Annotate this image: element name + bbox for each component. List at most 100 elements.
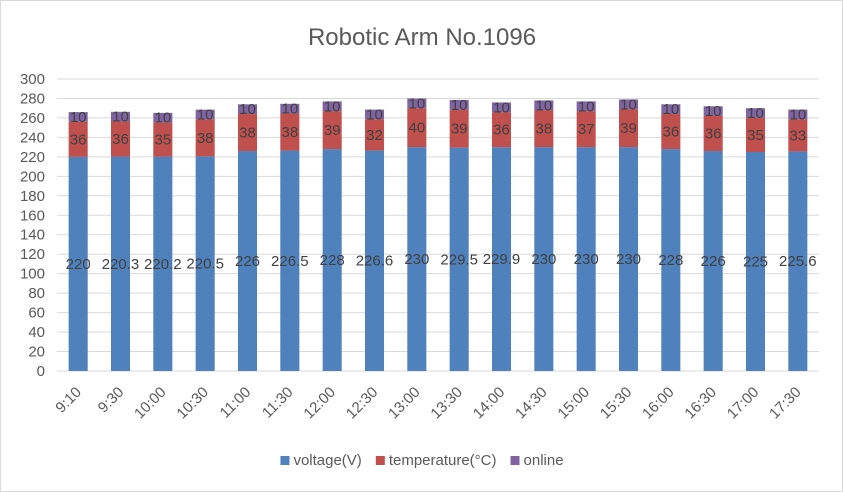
bar-stack: 230 40 10	[404, 95, 429, 371]
bar-stack: 229.5 39 10	[440, 97, 478, 371]
data-label: 36	[705, 126, 722, 143]
bar-segment	[576, 111, 596, 148]
y-tick-label: 220	[20, 149, 45, 166]
data-label: 220	[66, 256, 91, 273]
bar-segment	[322, 111, 342, 150]
legend-swatch	[280, 456, 290, 465]
bar-segment	[449, 147, 469, 371]
bar-segment	[661, 104, 681, 115]
data-label: 38	[197, 130, 214, 147]
data-label: 220.3	[102, 256, 140, 273]
bar-segment	[407, 108, 427, 148]
data-label: 226.6	[356, 253, 394, 270]
bar-stack: 230 37 10	[574, 98, 599, 371]
bar-segment	[110, 121, 131, 157]
x-tick-label: 9:30	[95, 384, 128, 417]
bar-segment	[237, 114, 258, 152]
legend-item: online	[510, 452, 564, 469]
data-label: 10	[662, 101, 679, 118]
x-tick-label: 13:30	[427, 384, 466, 423]
data-label: 39	[620, 120, 637, 137]
data-label: 36	[70, 131, 87, 148]
bar-segment	[407, 147, 427, 371]
bar-segment	[661, 149, 681, 371]
bars: 220 36 10 220.3 36 10 220.2 35 10 220.5 38 10 226 38 1…	[66, 95, 817, 371]
bar-stack: 220 36 10	[66, 109, 91, 371]
data-label: 36	[112, 131, 129, 148]
bar-segment	[534, 147, 554, 371]
data-label: 10	[493, 99, 510, 116]
data-label: 228	[658, 252, 683, 269]
data-label: 230	[616, 251, 641, 268]
data-label: 10	[789, 106, 806, 123]
legend-swatch	[375, 456, 385, 465]
bar-segment	[280, 150, 300, 371]
x-tick-label: 16:00	[639, 384, 678, 423]
data-label: 38	[535, 121, 552, 138]
data-label: 10	[747, 105, 764, 122]
bar-segment	[745, 117, 766, 152]
y-tick-label: 280	[20, 90, 45, 107]
bar-segment	[68, 112, 88, 122]
x-tick-label: 10:00	[131, 384, 170, 423]
y-tick-label: 300	[20, 71, 45, 88]
bar-segment	[788, 119, 808, 152]
x-tick-label: 14:00	[470, 384, 509, 423]
bar-stack: 230 39 10	[616, 96, 641, 371]
x-tick-label: 17:30	[766, 384, 805, 423]
y-tick-label: 100	[20, 266, 45, 283]
data-label: 33	[789, 127, 806, 144]
bar-segment	[237, 104, 258, 115]
bar-segment	[703, 115, 723, 152]
bar-segment	[407, 98, 427, 109]
data-label: 10	[578, 98, 595, 115]
data-label: 37	[578, 121, 595, 138]
x-tick-label: 12:00	[300, 384, 339, 423]
data-label: 36	[493, 122, 510, 139]
data-label: 35	[747, 127, 764, 144]
bar-segment	[364, 109, 385, 120]
data-label: 10	[197, 107, 214, 124]
x-tick-label: 11:00	[217, 384, 255, 422]
data-label: 230	[404, 251, 429, 268]
bar-segment	[280, 103, 300, 114]
bar-segment	[703, 151, 723, 371]
bar-segment	[322, 101, 342, 112]
y-tick-label: 40	[28, 324, 45, 341]
y-tick-label: 260	[20, 110, 45, 127]
bar-segment	[491, 112, 512, 148]
data-label: 10	[281, 101, 298, 118]
data-label: 220.2	[144, 256, 182, 273]
x-tick-label: 13:00	[385, 384, 424, 423]
bar-segment	[280, 113, 300, 151]
data-label: 10	[154, 110, 171, 127]
x-tick-label: 12:30	[343, 384, 382, 423]
bar-segment	[491, 147, 512, 371]
data-label: 220.5	[186, 256, 224, 273]
data-label: 229.5	[440, 251, 478, 268]
x-tick-label: 14:30	[512, 384, 551, 423]
data-label: 226	[235, 253, 260, 270]
y-tick-label: 240	[20, 129, 45, 146]
bar-stack: 226.6 32 10	[356, 106, 394, 371]
bar-segment	[68, 156, 88, 371]
x-tick-label: 15:30	[597, 384, 636, 423]
bar-segment	[661, 114, 681, 150]
y-tick-label: 200	[20, 168, 45, 185]
data-label: 230	[531, 251, 556, 268]
data-label: 10	[620, 96, 637, 113]
y-axis-ticks: 0 20 40 60 80 100 120 140 160 180 200 220 240 260 280 3…	[20, 71, 45, 380]
data-label: 229.9	[483, 251, 521, 268]
data-label: 230	[574, 251, 599, 268]
data-label: 32	[366, 127, 383, 144]
x-tick-label: 10:30	[173, 384, 212, 423]
bar-segment	[576, 101, 596, 112]
legend: voltage(V) temperature(°C) online	[280, 452, 564, 469]
bar-segment	[618, 109, 639, 148]
y-tick-label: 140	[20, 227, 45, 244]
data-label: 39	[451, 121, 468, 138]
x-tick-label: 15:00	[554, 384, 593, 423]
data-label: 10	[535, 97, 552, 114]
bar-segment	[618, 99, 639, 110]
